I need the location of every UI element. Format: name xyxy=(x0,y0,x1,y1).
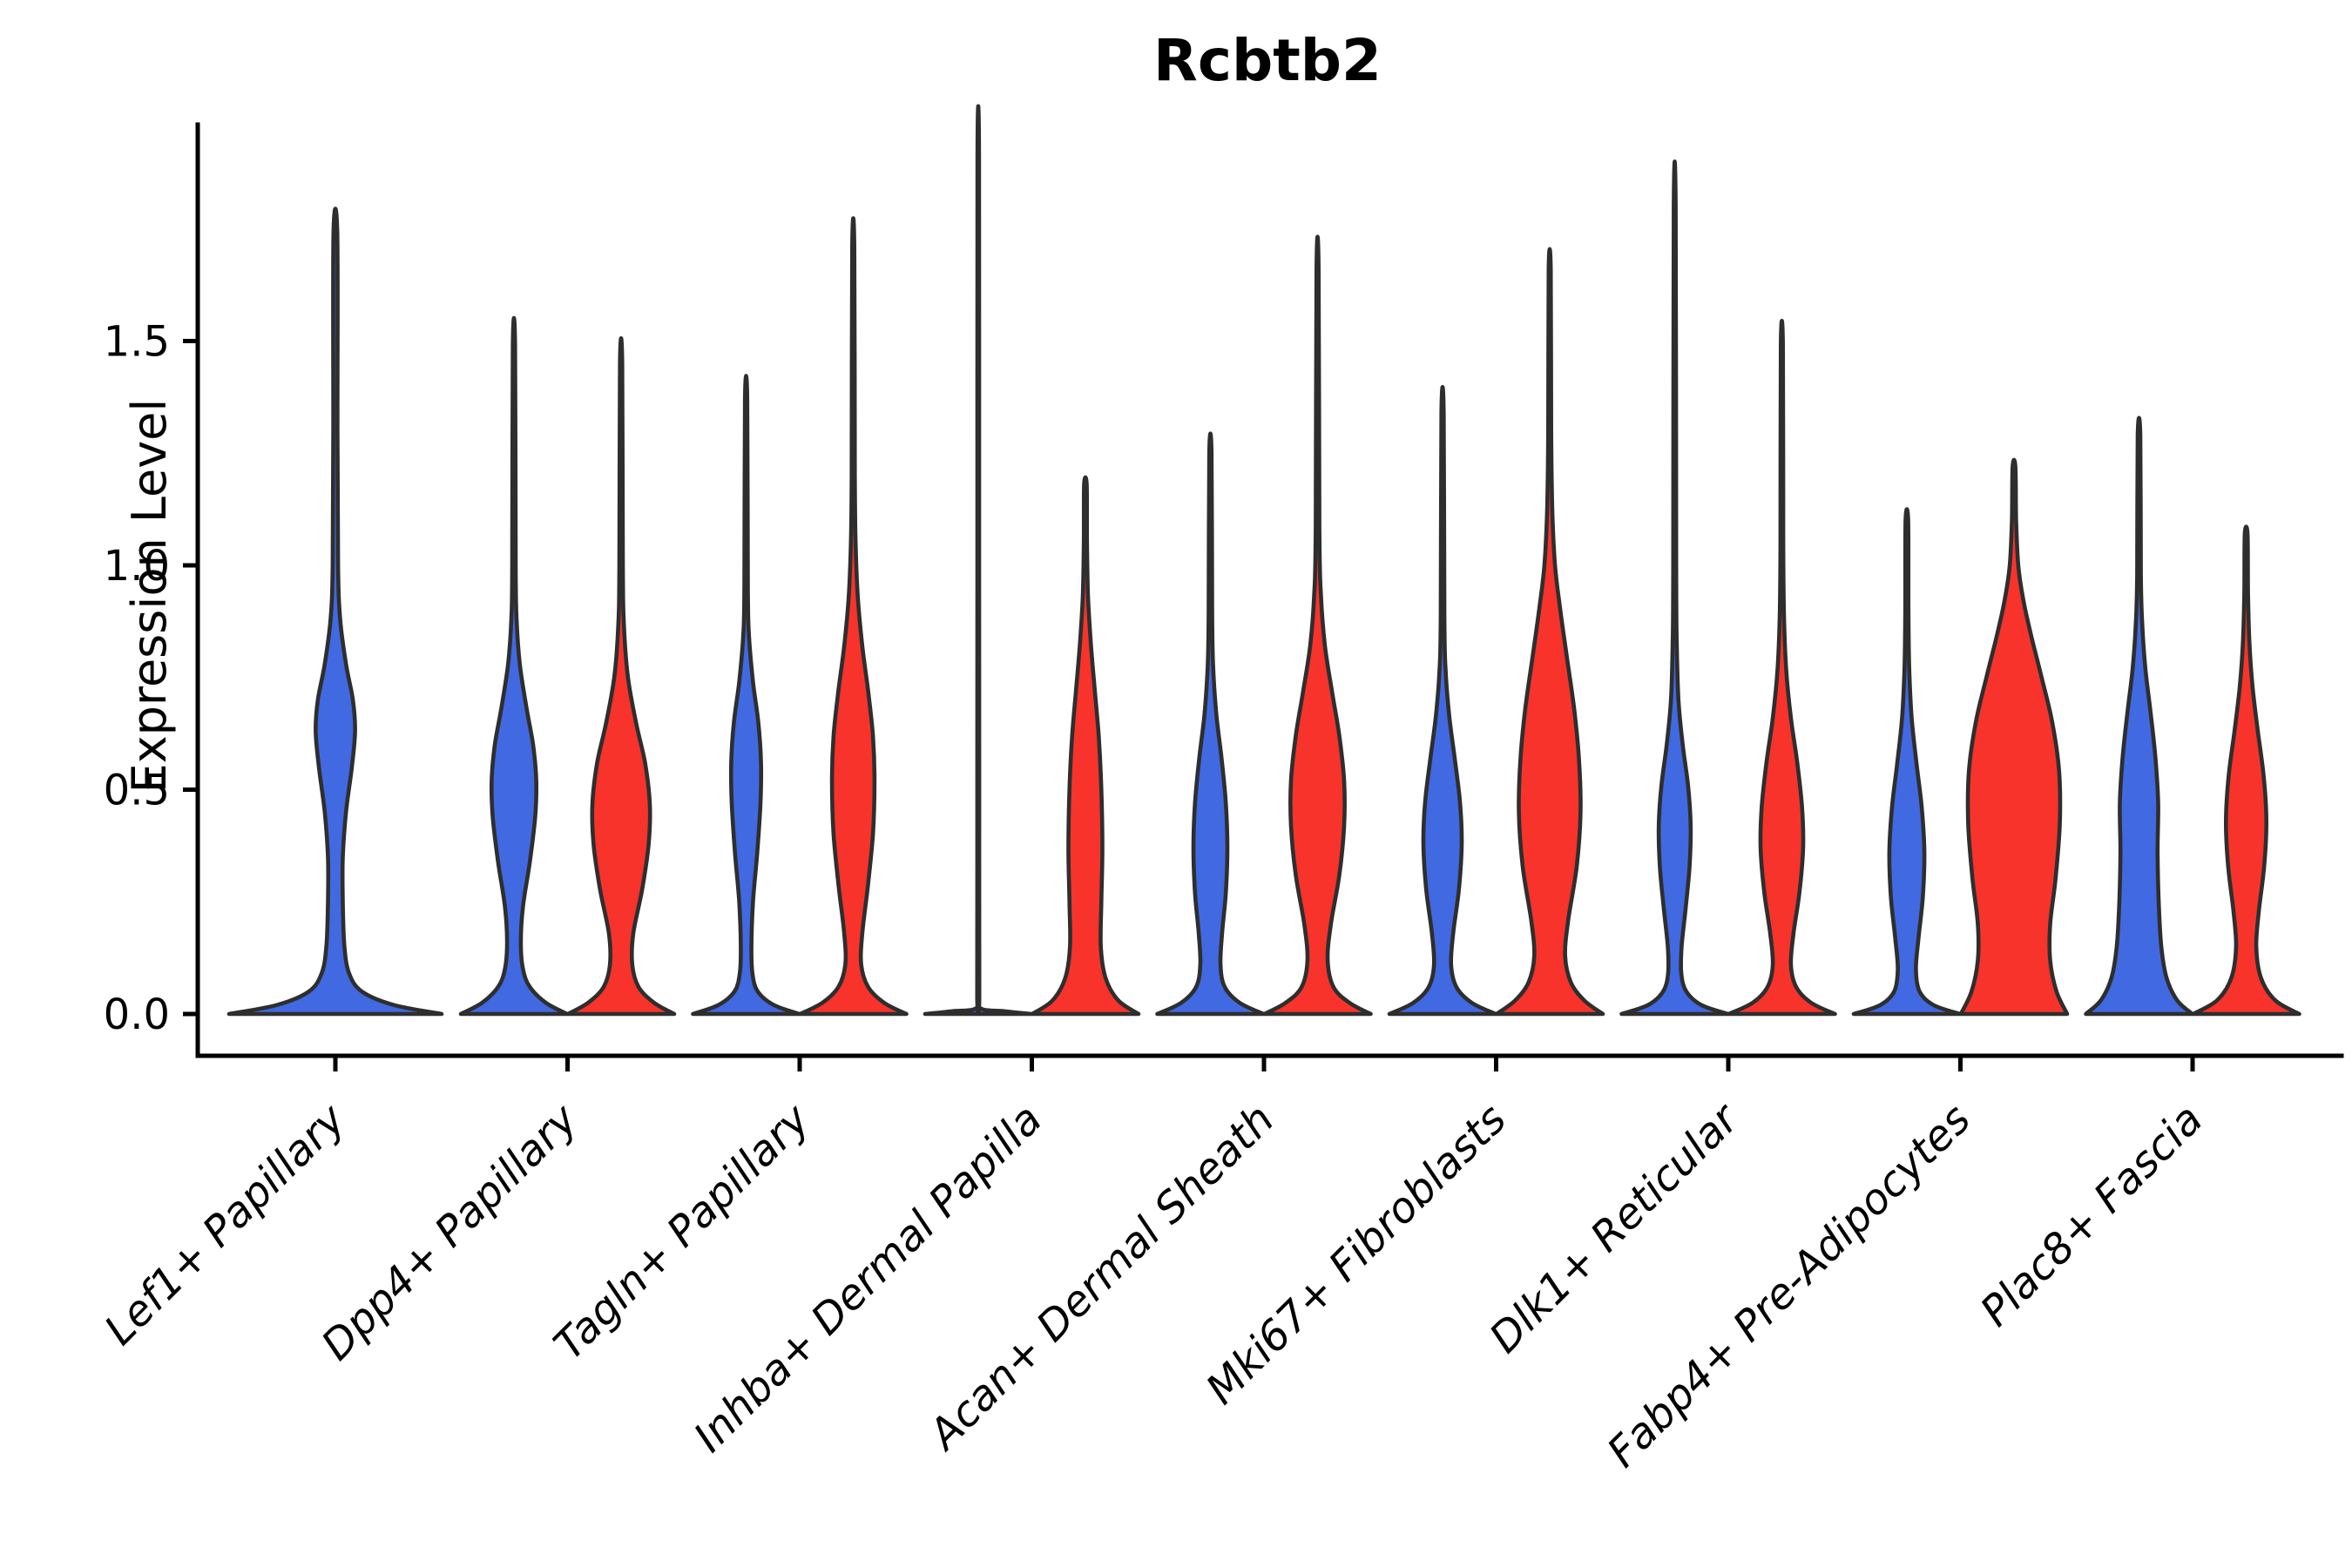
violin-acan-dermal-sheath-blue xyxy=(1155,431,1266,1017)
x-tick-label-dlk1-reticular: Dlk1+ Reticular xyxy=(1480,1093,1750,1363)
y-tick-label: 0.5 xyxy=(104,767,170,815)
violin-tagln-papillary-red xyxy=(798,216,909,1017)
violin-plac8-fascia-red xyxy=(2191,524,2301,1017)
y-tick-label: 1.0 xyxy=(104,542,170,591)
y-axis-label: Expression Level xyxy=(122,399,177,794)
axes xyxy=(183,122,2344,1071)
x-tick-label-tagln-papillary: Tagln+ Papillary xyxy=(544,1094,820,1369)
violin-dpp4-papillary-blue xyxy=(458,315,570,1017)
x-tick-label-dpp4-papillary: Dpp4+ Papillary xyxy=(312,1094,587,1369)
violin-series xyxy=(226,104,2301,1017)
y-tick-label: 1.5 xyxy=(104,318,170,367)
violin-tagln-papillary-blue xyxy=(691,374,801,1017)
violin-mki67-fibroblasts-red xyxy=(1494,247,1605,1017)
x-tick-label-plac8-fascia: Plac8+ Fascia xyxy=(1971,1095,2213,1336)
violin-mki67-fibroblasts-blue xyxy=(1387,385,1498,1017)
violin-inhba-dermal-papilla-red xyxy=(1030,475,1141,1017)
violin-inhba-dermal-papilla-blue xyxy=(923,104,1034,1017)
y-tick-label: 0.0 xyxy=(104,990,170,1039)
violin-acan-dermal-sheath-red xyxy=(1262,234,1373,1017)
violin-fabp4-pre-adipocytes-blue xyxy=(1851,507,1963,1017)
violin-dpp4-papillary-red xyxy=(565,336,677,1017)
violin-dlk1-reticular-blue xyxy=(1619,159,1730,1017)
chart-title: Rcbtb2 xyxy=(1153,27,1382,94)
violin-fabp4-pre-adipocytes-red xyxy=(1958,457,2070,1017)
violin-dlk1-reticular-red xyxy=(1727,319,1837,1017)
x-tick-label-lef1-papillary: Lef1+ Papillary xyxy=(95,1094,355,1355)
violin-lef1-papillary-blue xyxy=(226,206,444,1017)
violin-plac8-fascia-blue xyxy=(2084,416,2194,1017)
